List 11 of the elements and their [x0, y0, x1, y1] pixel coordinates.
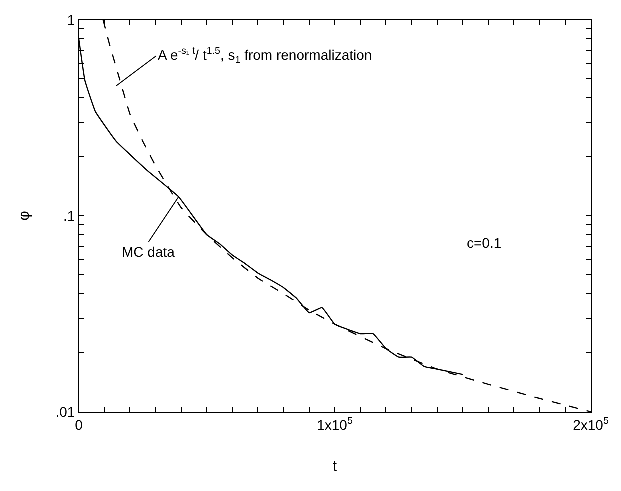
x-tick-label: 2x10$^{5}$: [573, 416, 610, 433]
x-axis-title: t: [332, 458, 338, 475]
y-tick-label: 1: [67, 12, 76, 28]
annotation: MC data: [122, 244, 176, 260]
y-tick-label: .1: [64, 208, 76, 224]
x-tick-label: 0: [75, 416, 84, 433]
x-tick-label: 1x10$^{5}$: [317, 416, 354, 433]
y-tick-label: .01: [56, 404, 76, 420]
annotation: c=0.1: [467, 235, 502, 251]
y-axis-title: φ: [16, 210, 33, 221]
annotation: A e$^{-s₁ t}$/ t$^{1.5}$, s$_{1}$ from renormalization: [158, 46, 372, 66]
